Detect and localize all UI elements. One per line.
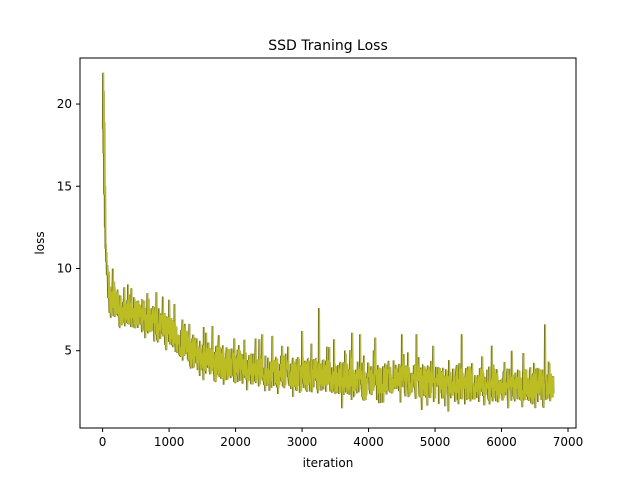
x-tick-label: 3000 [287, 435, 318, 449]
y-tick-label: 15 [57, 179, 72, 193]
y-tick-label: 20 [57, 97, 72, 111]
y-axis-label: loss [33, 231, 47, 254]
x-tick-label: 2000 [220, 435, 251, 449]
loss-series-line [102, 72, 555, 412]
chart-title: SSD Traning Loss [268, 38, 388, 54]
data-layer [101, 72, 555, 412]
y-tick-label: 5 [64, 344, 72, 358]
y-axis: 5 10 15 20 [57, 97, 80, 358]
x-tick-label: 4000 [353, 435, 384, 449]
x-axis: 0 1000 2000 3000 4000 5000 6000 7000 [99, 428, 584, 449]
y-tick-label: 10 [57, 261, 72, 275]
x-tick-label: 7000 [553, 435, 584, 449]
x-axis-label: iteration [303, 456, 354, 470]
x-tick-label: 1000 [154, 435, 185, 449]
x-tick-label: 0 [99, 435, 107, 449]
plot-frame [79, 57, 577, 429]
x-tick-label: 5000 [420, 435, 451, 449]
x-tick-label: 6000 [486, 435, 517, 449]
